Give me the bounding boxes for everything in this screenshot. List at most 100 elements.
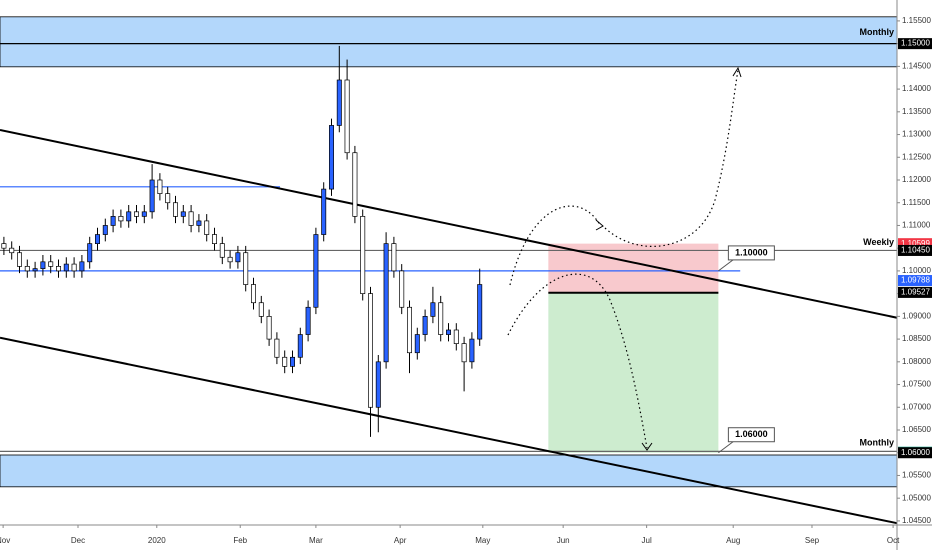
- candle-body: [71, 263, 77, 272]
- candle-body: [188, 211, 194, 226]
- mid-layer: [0, 43, 898, 525]
- candle-body: [290, 356, 295, 367]
- front-layer: Monthly Weekly Monthly 1.10000 1.06000: [507, 27, 894, 454]
- candle-body: [165, 193, 171, 204]
- arrow-head: [641, 442, 653, 451]
- candle-body: [368, 293, 373, 408]
- price-tag-label: 1.15000: [901, 39, 930, 48]
- arrow-path: [509, 205, 601, 286]
- price-tag: [898, 275, 932, 287]
- candle-body: [173, 202, 178, 217]
- candle-body: [383, 243, 389, 363]
- x-tick-label: Jul: [642, 536, 652, 545]
- candle-body: [297, 334, 303, 358]
- y-tick-label: 1.06500: [902, 425, 931, 434]
- candle-body: [399, 270, 405, 308]
- candle-body: [40, 261, 46, 269]
- x-tick-label: 2020: [148, 536, 166, 545]
- candle-body: [274, 338, 280, 358]
- price-tag-label: 1.10599: [901, 239, 930, 248]
- zone: [0, 16, 898, 68]
- candle-body: [95, 234, 100, 244]
- price-tag-label: 1.06000: [901, 448, 930, 457]
- candle-body: [251, 284, 256, 304]
- price-tag-label: 1.09788: [901, 276, 930, 285]
- candle-body: [196, 220, 202, 226]
- candle-body: [149, 179, 155, 213]
- level-label: Weekly: [863, 237, 894, 247]
- y-tick-label: 1.07500: [902, 380, 931, 389]
- y-tick-label: 1.11000: [902, 221, 931, 230]
- candle-body: [321, 188, 327, 235]
- candle-body: [336, 79, 342, 126]
- candle-body: [32, 268, 38, 272]
- y-tick-label: 1.14000: [902, 84, 931, 93]
- y-tick-label: 1.09000: [902, 311, 931, 320]
- candle-body: [24, 266, 30, 272]
- y-tick-label: 1.08000: [902, 357, 931, 366]
- x-tick-label: Aug: [726, 536, 740, 545]
- candle-body: [204, 220, 210, 235]
- y-tick-label: 1.12500: [902, 152, 931, 161]
- candle-body: [102, 225, 108, 235]
- target-zone: [548, 292, 719, 453]
- candle-body: [344, 79, 350, 154]
- callout-label: 1.10000: [735, 247, 768, 257]
- candle-body: [422, 316, 428, 335]
- candle-body: [134, 211, 139, 217]
- x-tick-label: Sep: [805, 536, 820, 545]
- candle-body: [414, 334, 420, 354]
- candle-body: [477, 284, 483, 340]
- x-tick-label: Nov: [0, 536, 10, 545]
- y-tick-label: 1.13500: [902, 107, 931, 116]
- candle-body: [352, 152, 358, 217]
- candle-body: [48, 261, 54, 267]
- candle-body: [212, 234, 217, 244]
- y-tick-label: 1.15500: [902, 16, 931, 25]
- candle-body: [219, 243, 225, 258]
- channel-line: [0, 336, 898, 525]
- y-tick-label: 1.05000: [902, 493, 931, 502]
- callout-label: 1.06000: [735, 429, 768, 439]
- y-tick-label: 1.13000: [902, 130, 931, 139]
- y-tick-label: 1.14500: [902, 61, 931, 70]
- candle-body: [227, 256, 233, 263]
- candle-body: [87, 243, 93, 263]
- y-tick-label: 1.10000: [902, 266, 931, 275]
- candle-body: [180, 211, 186, 217]
- callout-box: [727, 427, 775, 443]
- candle-body: [1, 243, 7, 249]
- price-tag-label: 1.10450: [901, 246, 930, 255]
- candle-body: [391, 243, 397, 272]
- axis-layer: 1.04500 1.05000 1.05500 1.06000 1.06500 1.070…: [0, 16, 932, 545]
- x-tick-label: Mar: [309, 536, 323, 545]
- candle-body: [407, 306, 412, 354]
- candle-body: [79, 261, 85, 272]
- y-tick-label: 1.12000: [902, 175, 931, 184]
- stop-zone: [548, 243, 719, 293]
- price-tag: [898, 447, 932, 459]
- candle-body: [282, 356, 288, 367]
- candle-body: [266, 316, 272, 340]
- x-tick-label: Apr: [394, 536, 407, 545]
- price-tag: [898, 238, 932, 250]
- x-tick-label: Dec: [71, 536, 85, 545]
- candle-body: [235, 252, 241, 263]
- price-tag: [898, 38, 932, 50]
- candle-body: [110, 216, 116, 226]
- candle-body: [446, 329, 451, 335]
- zone: [0, 454, 898, 488]
- candle-body: [329, 125, 334, 190]
- x-tick-label: May: [475, 536, 490, 545]
- candle-body: [469, 338, 475, 363]
- candle-body: [375, 361, 381, 408]
- candle-body: [118, 216, 124, 222]
- channel-line: [0, 129, 898, 319]
- candle-body: [453, 329, 459, 344]
- candle-body: [305, 306, 311, 335]
- candle-body: [63, 263, 69, 272]
- arrow-path: [507, 273, 648, 449]
- y-tick-label: 1.11500: [902, 198, 931, 207]
